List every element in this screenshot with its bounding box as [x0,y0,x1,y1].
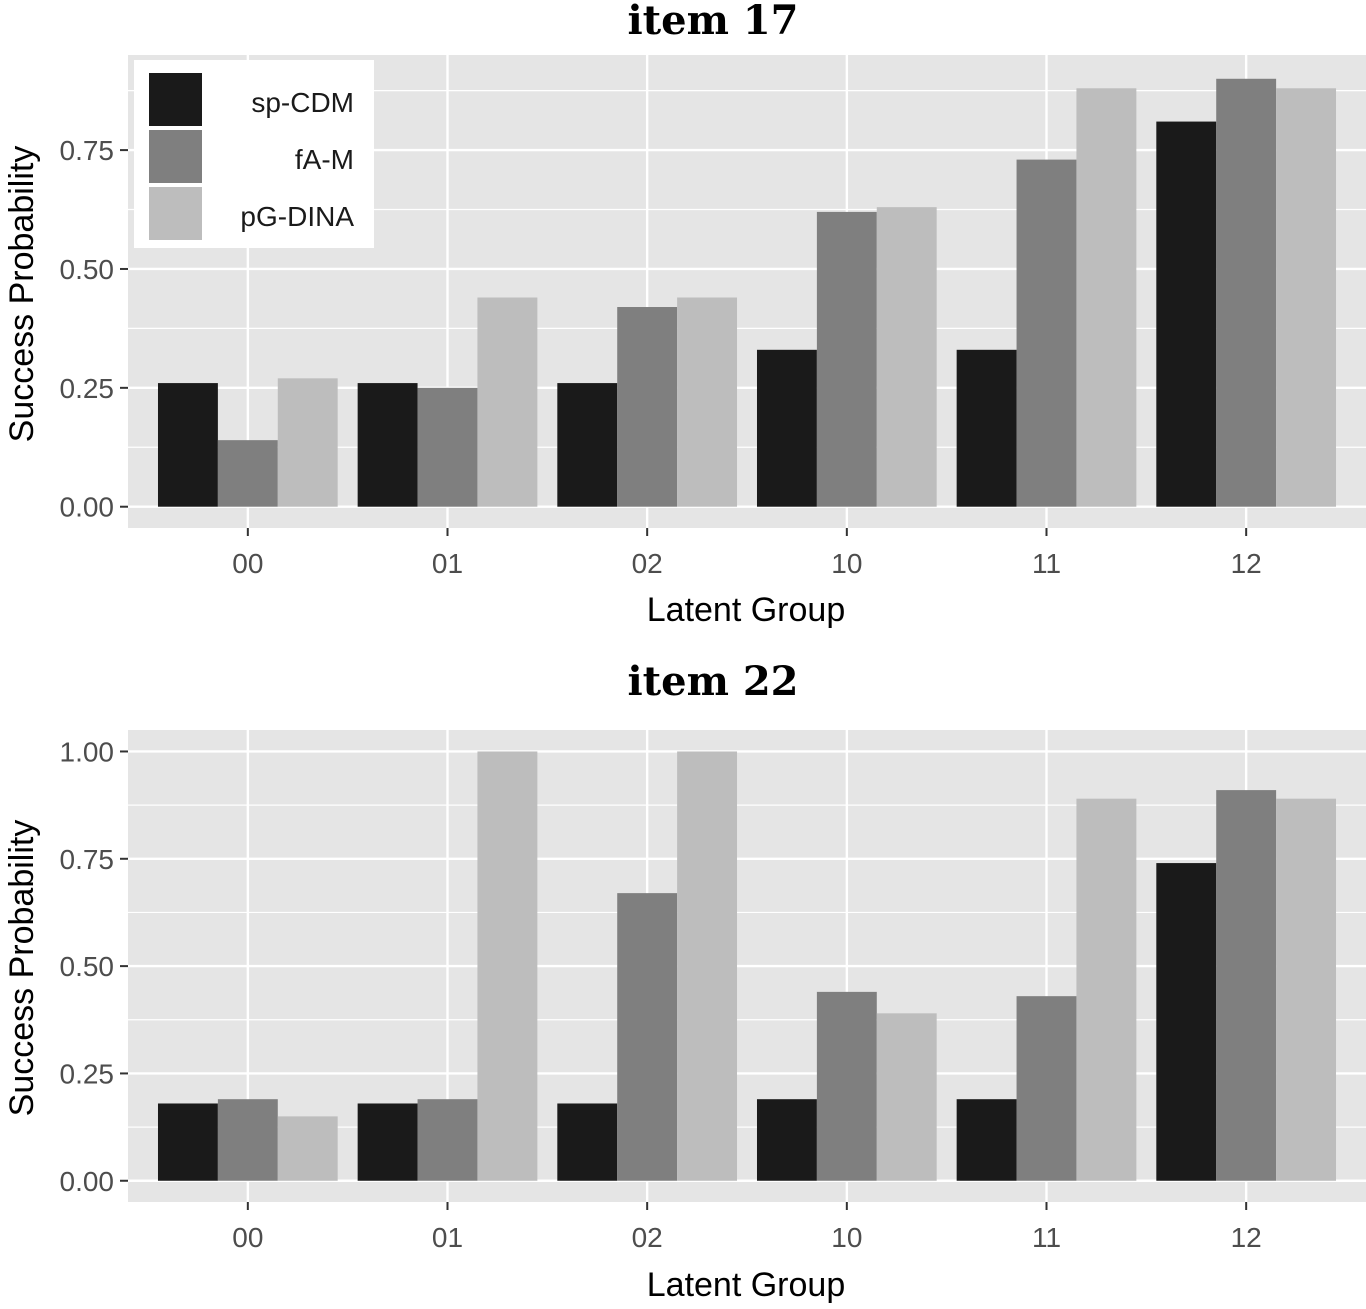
y-tick-label: 1.00 [60,736,115,767]
bar-sp-CDM-01 [357,383,418,507]
bar-pG-DINA-12 [1276,798,1337,1181]
bar-fA-M-02 [617,893,678,1181]
bar-fA-M-11 [1016,996,1077,1181]
bar-fA-M-00 [217,440,278,507]
legend-swatch-fA-M [147,128,204,185]
legend-label-pG-DINA: pG-DINA [240,201,354,232]
chart-title: item 22 [627,658,798,705]
y-tick-label: 0.75 [60,135,115,166]
y-tick-label: 0.25 [60,373,115,404]
x-tick-label: 01 [432,548,463,579]
x-tick-label: 00 [232,1222,263,1253]
x-tick-label: 11 [1032,548,1061,579]
bar-sp-CDM-12 [1156,863,1217,1181]
y-tick-label: 0.25 [60,1058,115,1089]
y-axis-label: Success Probability [3,820,41,1117]
bar-sp-CDM-00 [157,1103,218,1181]
bar-sp-CDM-10 [756,1099,817,1181]
y-tick-label: 0.50 [60,951,115,982]
bar-sp-CDM-00 [157,383,218,507]
bar-fA-M-10 [816,211,877,507]
bar-fA-M-11 [1016,159,1077,507]
x-tick-label: 01 [432,1222,463,1253]
y-axis-label: Success Probability [3,146,41,443]
bar-pG-DINA-11 [1076,798,1137,1181]
bar-fA-M-00 [217,1099,278,1181]
legend-label-fA-M: fA-M [295,144,354,175]
bar-sp-CDM-02 [557,383,618,507]
legend-swatch-sp-CDM [147,71,204,128]
bar-sp-CDM-01 [357,1103,418,1181]
x-tick-label: 00 [232,548,263,579]
y-tick-label: 0.00 [60,492,115,523]
legend: sp-CDM fA-M pG-DINA [134,60,374,248]
bar-fA-M-10 [816,991,877,1181]
bar-pG-DINA-11 [1076,88,1137,507]
y-axis-ticks: 0.00 0.25 0.50 0.75 1.00 [60,736,128,1197]
y-tick-label: 0.75 [60,844,115,875]
x-tick-label: 12 [1231,548,1262,579]
bar-pG-DINA-10 [876,1013,937,1181]
x-axis-label: Latent Group [647,1266,845,1304]
bar-pG-DINA-10 [876,207,937,507]
y-tick-label: 0.50 [60,254,115,285]
chart-item-17: item 17 0.00 0.25 0.50 0.75 00 01 02 10 11 12 La… [3,0,1366,629]
x-tick-label: 10 [831,548,862,579]
legend-label-sp-CDM: sp-CDM [251,87,354,118]
bar-sp-CDM-11 [956,349,1017,507]
bar-pG-DINA-12 [1276,88,1337,507]
bar-sp-CDM-11 [956,1099,1017,1181]
legend-swatch-pG-DINA [147,185,204,242]
bar-pG-DINA-02 [677,297,738,507]
x-axis-ticks: 00 01 02 10 11 12 [232,1202,1262,1253]
bar-fA-M-01 [417,387,478,507]
bar-fA-M-02 [617,307,678,507]
bar-fA-M-12 [1216,78,1277,507]
y-axis-ticks: 0.00 0.25 0.50 0.75 [60,135,128,523]
bar-pG-DINA-02 [677,751,738,1181]
bars [157,78,1337,507]
bar-pG-DINA-00 [277,378,338,507]
bar-sp-CDM-02 [557,1103,618,1181]
chart-item-22: item 22 0.00 0.25 0.50 0.75 1.00 00 01 02 10 11 1… [3,658,1366,1304]
chart-title: item 17 [627,0,798,44]
bar-fA-M-01 [417,1099,478,1181]
x-tick-label: 02 [632,548,663,579]
x-tick-label: 11 [1032,1222,1061,1253]
x-axis-ticks: 00 01 02 10 11 12 [232,528,1262,579]
bar-pG-DINA-01 [477,297,538,507]
bars [157,751,1337,1181]
x-tick-label: 02 [632,1222,663,1253]
bar-pG-DINA-01 [477,751,538,1181]
bar-pG-DINA-00 [277,1116,338,1181]
x-tick-label: 12 [1231,1222,1262,1253]
bar-sp-CDM-12 [1156,121,1217,507]
bar-sp-CDM-10 [756,349,817,507]
y-tick-label: 0.00 [60,1166,115,1197]
bar-fA-M-12 [1216,790,1277,1181]
x-axis-label: Latent Group [647,591,845,629]
x-tick-label: 10 [831,1222,862,1253]
